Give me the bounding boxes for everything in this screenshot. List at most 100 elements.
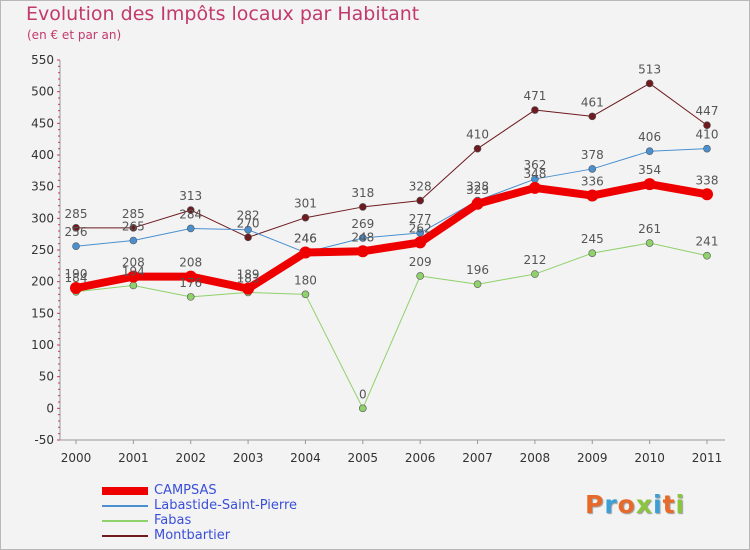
y-tick-label: 400 xyxy=(31,148,54,162)
series-layer xyxy=(70,79,713,413)
legend-swatch xyxy=(102,487,148,495)
data-label-campsas: 323 xyxy=(466,183,489,197)
data-label-fabas: 176 xyxy=(179,276,202,290)
data-label-montbartier: 328 xyxy=(409,180,432,194)
point-campsas xyxy=(70,282,82,294)
data-label-montbartier: 513 xyxy=(638,62,661,76)
data-label-fabas: 194 xyxy=(122,264,145,278)
point-montbartier xyxy=(359,203,367,211)
data-label-labastide-saint-pierre: 362 xyxy=(523,158,546,172)
x-tick-label: 2001 xyxy=(118,451,149,465)
legend-label: CAMPSAS xyxy=(154,483,217,498)
point-campsas xyxy=(701,188,713,201)
data-label-labastide-saint-pierre: 265 xyxy=(122,220,145,234)
point-labastide-saint-pierre xyxy=(645,147,654,155)
legend-label: Fabas xyxy=(154,513,192,528)
x-tick-label: 2002 xyxy=(175,451,206,465)
data-label-montbartier: 270 xyxy=(237,216,260,230)
legend-label: Labastide-Saint-Pierre xyxy=(154,498,298,513)
series-line-labastide-saint-pierre xyxy=(75,148,708,254)
data-label-fabas: 212 xyxy=(523,253,546,267)
y-tick-label: 50 xyxy=(39,370,54,384)
legend-swatch xyxy=(102,520,148,522)
data-label-fabas: 183 xyxy=(237,271,260,285)
data-label-campsas: 354 xyxy=(638,163,661,177)
logo-letter: o xyxy=(617,490,636,519)
data-label-campsas: 189 xyxy=(237,268,260,282)
point-fabas xyxy=(301,290,310,299)
axes: -50 0 50 100 150 200 250 300 350 400 450 500 550 2000… xyxy=(31,53,725,465)
point-fabas xyxy=(645,239,654,247)
data-label-labastide-saint-pierre: 378 xyxy=(581,148,604,162)
data-label-montbartier: 447 xyxy=(696,104,719,118)
x-tick-label: 2004 xyxy=(290,451,321,465)
point-campsas xyxy=(127,270,140,283)
data-label-labastide-saint-pierre: 282 xyxy=(237,209,260,223)
point-montbartier xyxy=(531,106,539,114)
point-labastide-saint-pierre xyxy=(129,236,138,245)
data-label-fabas: 196 xyxy=(466,263,489,277)
y-tick-label: 500 xyxy=(31,85,54,99)
point-montbartier xyxy=(72,224,80,232)
y-tick-label: 100 xyxy=(31,338,54,352)
point-labastide-saint-pierre xyxy=(72,242,80,250)
point-labastide-saint-pierre xyxy=(588,165,597,173)
data-label-campsas: 246 xyxy=(294,232,317,246)
data-label-montbartier: 285 xyxy=(65,207,88,221)
x-tick-label: 2009 xyxy=(577,451,608,465)
data-label-fabas: 241 xyxy=(696,235,719,249)
data-label-campsas: 348 xyxy=(523,167,546,181)
point-fabas xyxy=(473,280,482,289)
x-tick-label: 2006 xyxy=(405,451,436,465)
x-tick-label: 2003 xyxy=(233,451,264,465)
point-campsas xyxy=(356,245,369,258)
y-tick-label: 350 xyxy=(31,180,54,194)
data-label-campsas: 208 xyxy=(122,256,145,270)
y-tick-label: 0 xyxy=(46,401,54,415)
proxiti-logo: Proxiti xyxy=(585,490,685,519)
data-label-fabas: 245 xyxy=(581,232,604,246)
point-campsas xyxy=(242,282,255,295)
point-montbartier xyxy=(301,213,310,222)
y-tick-label: 550 xyxy=(31,53,54,67)
point-campsas xyxy=(299,246,312,259)
data-label-campsas: 336 xyxy=(581,175,604,189)
x-tick-label: 2008 xyxy=(520,451,551,465)
point-montbartier xyxy=(703,121,711,130)
data-label-campsas: 248 xyxy=(351,230,374,244)
data-label-labastide-saint-pierre: 269 xyxy=(351,217,374,231)
data-label-montbartier: 461 xyxy=(581,95,604,109)
point-fabas xyxy=(416,272,424,280)
x-tick-label: 2005 xyxy=(348,451,379,465)
point-montbartier xyxy=(186,206,195,214)
data-label-fabas: 209 xyxy=(409,255,432,269)
y-tick-label: 150 xyxy=(31,306,54,320)
x-tick-label: 2010 xyxy=(634,451,665,465)
y-tick-label: 200 xyxy=(31,275,54,289)
x-tick-label: 2000 xyxy=(61,451,92,465)
data-label-labastide-saint-pierre: 256 xyxy=(65,225,88,239)
point-campsas xyxy=(643,178,656,191)
series-line-montbartier xyxy=(76,82,708,238)
data-label-fabas: 261 xyxy=(638,222,661,236)
data-label-fabas: 0 xyxy=(359,387,367,401)
data-label-labastide-saint-pierre: 277 xyxy=(409,212,432,226)
logo-letter: P xyxy=(585,490,605,519)
point-montbartier xyxy=(645,79,654,88)
data-label-labastide-saint-pierre: 284 xyxy=(179,207,202,221)
x-tick-label: 2007 xyxy=(462,451,493,465)
x-tick-label: 2011 xyxy=(692,451,723,465)
point-campsas xyxy=(184,270,197,283)
logo-letter: i xyxy=(653,490,663,519)
point-montbartier xyxy=(473,144,482,153)
data-label-labastide-saint-pierre: 410 xyxy=(696,128,719,142)
legend-label: Montbartier xyxy=(154,528,231,543)
data-label-labastide-saint-pierre: 406 xyxy=(638,130,661,144)
y-tick-label: 250 xyxy=(31,243,54,257)
point-labastide-saint-pierre xyxy=(703,144,711,153)
point-labastide-saint-pierre xyxy=(244,225,252,234)
point-fabas xyxy=(359,404,367,413)
data-label-montbartier: 471 xyxy=(523,89,546,103)
y-tick-label: 300 xyxy=(31,211,54,225)
point-labastide-saint-pierre xyxy=(359,234,367,242)
